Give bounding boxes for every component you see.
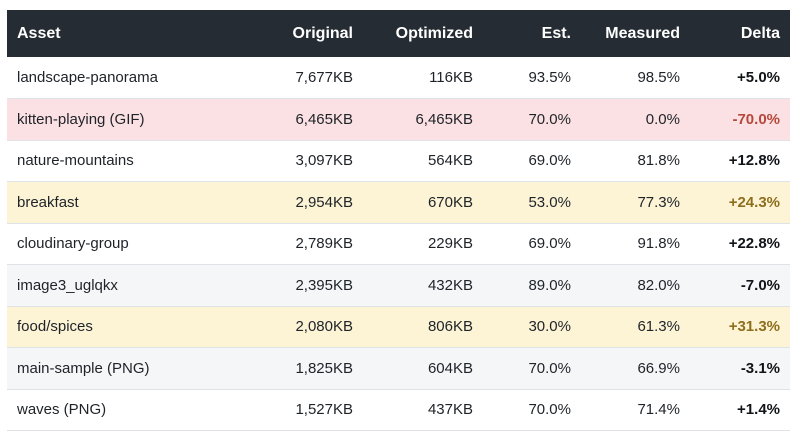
cell-original: 7,677KB [295, 69, 353, 86]
cell-optimized: 604KB [427, 359, 473, 377]
cell-optimized: 564KB [427, 152, 473, 170]
table-row: landscape-panorama 7,677KB 116KB 93.5% 9… [7, 57, 790, 99]
results-table-container: Asset Original Optimized Est. Measured D… [7, 10, 790, 431]
cell-original: 3,097KB [295, 152, 353, 170]
cell-measured: 81.8% [637, 152, 680, 170]
cell-est: 30.0% [528, 318, 571, 336]
table-row: image3_uglqkx 2,395KB 432KB 89.0% 82.0% … [7, 264, 790, 306]
cell-delta: +31.3% [728, 318, 780, 336]
column-header-measured: Measured [605, 24, 680, 42]
cell-delta: +22.8% [728, 235, 780, 253]
cell-delta: +1.4% [737, 401, 780, 419]
cell-est: 53.0% [528, 193, 571, 211]
header-row: Asset Original Optimized Est. Measured D… [7, 10, 790, 57]
table-header: Asset Original Optimized Est. Measured D… [7, 10, 790, 57]
cell-optimized: 670KB [427, 193, 473, 211]
cell-optimized: 229KB [427, 235, 473, 253]
table-row: cloudinary-group 2,789KB 229KB 69.0% 91.… [7, 223, 790, 265]
results-table: Asset Original Optimized Est. Measured D… [7, 10, 790, 431]
cell-measured: 61.3% [637, 318, 680, 336]
cell-original: 1,527KB [295, 401, 353, 419]
cell-est: 70.0% [528, 359, 571, 377]
cell-asset: cloudinary-group [17, 235, 129, 253]
cell-asset: kitten-playing (GIF) [17, 110, 145, 128]
cell-measured: 71.4% [637, 401, 680, 419]
cell-optimized: 6,465KB [415, 110, 473, 128]
column-header-optimized: Optimized [395, 24, 473, 42]
cell-original: 6,465KB [295, 110, 353, 128]
cell-asset: food/spices [17, 318, 93, 336]
cell-asset: landscape-panorama [17, 69, 158, 86]
cell-delta: -70.0% [732, 110, 780, 128]
cell-measured: 66.9% [637, 359, 680, 377]
cell-original: 2,954KB [295, 193, 353, 211]
cell-est: 70.0% [528, 401, 571, 419]
cell-original: 2,395KB [295, 276, 353, 294]
table-row: main-sample (PNG) 1,825KB 604KB 70.0% 66… [7, 347, 790, 389]
cell-est: 93.5% [528, 69, 571, 86]
cell-original: 1,825KB [295, 359, 353, 377]
table-row: nature-mountains 3,097KB 564KB 69.0% 81.… [7, 140, 790, 182]
cell-asset: image3_uglqkx [17, 276, 118, 294]
cell-est: 69.0% [528, 235, 571, 253]
cell-original: 2,789KB [295, 235, 353, 253]
cell-asset: breakfast [17, 193, 79, 211]
cell-delta: +24.3% [728, 193, 780, 211]
column-header-delta: Delta [740, 24, 780, 42]
table-row: kitten-playing (GIF) 6,465KB 6,465KB 70.… [7, 98, 790, 140]
table-body: landscape-panorama 7,677KB 116KB 93.5% 9… [7, 57, 790, 431]
cell-est: 89.0% [528, 276, 571, 294]
cell-est: 70.0% [528, 110, 571, 128]
cell-est: 69.0% [528, 152, 571, 170]
cell-measured: 0.0% [645, 110, 680, 128]
cell-optimized: 437KB [427, 401, 473, 419]
cell-original: 2,080KB [295, 318, 353, 336]
cell-measured: 91.8% [637, 235, 680, 253]
column-header-asset: Asset [17, 24, 61, 42]
column-header-original: Original [292, 24, 353, 42]
cell-optimized: 806KB [427, 318, 473, 336]
cell-delta: +5.0% [737, 69, 780, 86]
cell-asset: nature-mountains [17, 152, 134, 170]
cell-delta: -3.1% [740, 359, 780, 377]
cell-asset: main-sample (PNG) [17, 359, 150, 377]
table-row: food/spices 2,080KB 806KB 30.0% 61.3% +3… [7, 306, 790, 348]
cell-asset: waves (PNG) [17, 401, 107, 419]
cell-measured: 77.3% [637, 193, 680, 211]
column-header-est: Est. [541, 24, 571, 42]
cell-optimized: 116KB [429, 69, 473, 86]
cell-measured: 82.0% [637, 276, 680, 294]
table-row: waves (PNG) 1,527KB 437KB 70.0% 71.4% +1… [7, 389, 790, 431]
table-row: breakfast 2,954KB 670KB 53.0% 77.3% +24.… [7, 181, 790, 223]
cell-delta: -7.0% [740, 276, 780, 294]
cell-measured: 98.5% [637, 69, 680, 86]
cell-optimized: 432KB [427, 276, 473, 294]
cell-delta: +12.8% [728, 152, 780, 170]
